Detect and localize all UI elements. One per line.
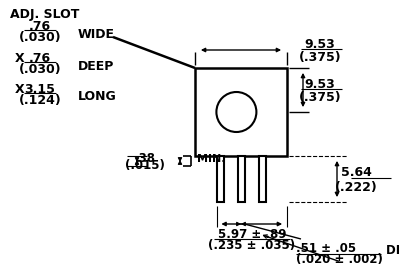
Text: LONG: LONG: [78, 91, 117, 103]
Bar: [258, 156, 266, 202]
Text: MIN.: MIN.: [197, 154, 226, 164]
Bar: [195, 68, 287, 156]
Text: 5.97 ± .89: 5.97 ± .89: [218, 227, 286, 240]
Text: (.015): (.015): [125, 160, 165, 173]
Text: .76: .76: [29, 52, 51, 65]
Text: .76: .76: [29, 20, 51, 33]
Text: (.030): (.030): [19, 31, 61, 44]
Text: 3.15: 3.15: [24, 83, 56, 96]
Text: (.020 ± .002): (.020 ± .002): [296, 254, 383, 267]
Text: (.124): (.124): [19, 94, 61, 107]
Text: ADJ. SLOT: ADJ. SLOT: [10, 8, 79, 21]
Text: (.375): (.375): [299, 51, 341, 64]
Bar: [238, 156, 244, 202]
Text: 9.53: 9.53: [305, 78, 335, 91]
Text: (.222): (.222): [335, 180, 377, 193]
Text: X: X: [15, 83, 25, 96]
Text: (.375): (.375): [299, 91, 341, 105]
Text: 5.64: 5.64: [340, 165, 372, 178]
Text: (.235 ± .035): (.235 ± .035): [208, 239, 295, 252]
Text: WIDE: WIDE: [78, 28, 115, 41]
Text: 9.53: 9.53: [305, 38, 335, 51]
Bar: [216, 156, 224, 202]
Text: .38: .38: [134, 152, 156, 165]
Text: X: X: [15, 52, 25, 65]
Text: (.030): (.030): [19, 63, 61, 76]
Text: .51 ± .05: .51 ± .05: [296, 242, 356, 255]
Circle shape: [216, 92, 256, 132]
Text: DIA. PINS: DIA. PINS: [386, 244, 400, 257]
Text: DEEP: DEEP: [78, 59, 114, 73]
